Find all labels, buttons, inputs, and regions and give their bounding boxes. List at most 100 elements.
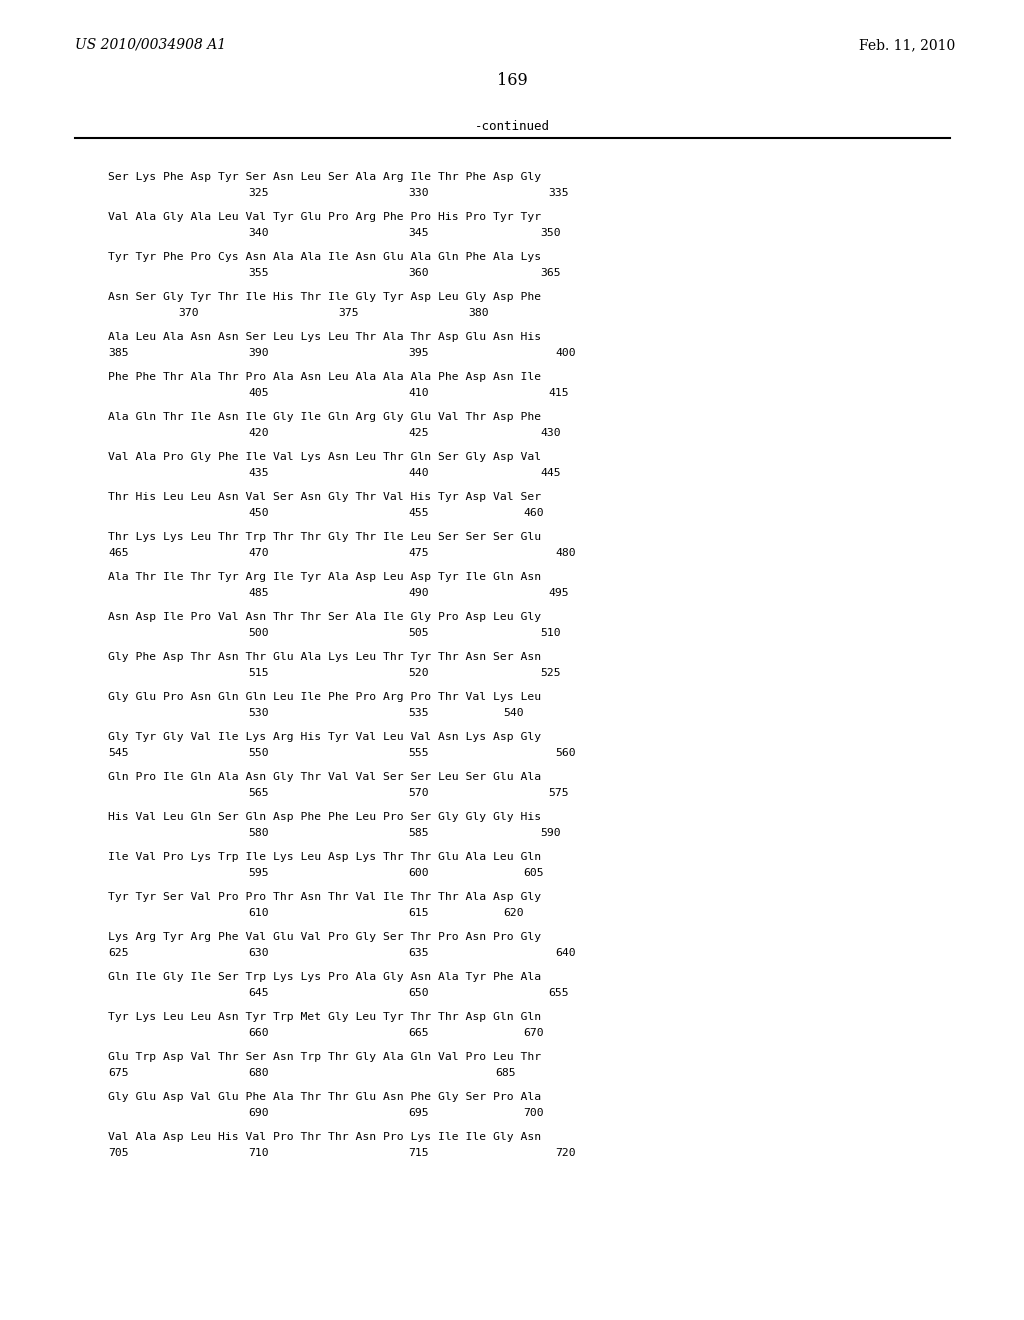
Text: 585: 585 — [408, 828, 429, 838]
Text: 345: 345 — [408, 228, 429, 238]
Text: 425: 425 — [408, 428, 429, 438]
Text: Gln Ile Gly Ile Ser Trp Lys Lys Pro Ala Gly Asn Ala Tyr Phe Ala: Gln Ile Gly Ile Ser Trp Lys Lys Pro Ala … — [108, 972, 541, 982]
Text: 505: 505 — [408, 628, 429, 638]
Text: Tyr Tyr Ser Val Pro Pro Thr Asn Thr Val Ile Thr Thr Ala Asp Gly: Tyr Tyr Ser Val Pro Pro Thr Asn Thr Val … — [108, 892, 541, 902]
Text: 545: 545 — [108, 748, 129, 758]
Text: Ala Leu Ala Asn Asn Ser Leu Lys Leu Thr Ala Thr Asp Glu Asn His: Ala Leu Ala Asn Asn Ser Leu Lys Leu Thr … — [108, 333, 541, 342]
Text: 455: 455 — [408, 508, 429, 517]
Text: 700: 700 — [523, 1107, 544, 1118]
Text: 660: 660 — [248, 1028, 268, 1038]
Text: Thr Lys Lys Leu Thr Trp Thr Thr Gly Thr Ile Leu Ser Ser Ser Glu: Thr Lys Lys Leu Thr Trp Thr Thr Gly Thr … — [108, 532, 541, 543]
Text: Thr His Leu Leu Asn Val Ser Asn Gly Thr Val His Tyr Asp Val Ser: Thr His Leu Leu Asn Val Ser Asn Gly Thr … — [108, 492, 541, 502]
Text: 640: 640 — [555, 948, 575, 958]
Text: 460: 460 — [523, 508, 544, 517]
Text: 630: 630 — [248, 948, 268, 958]
Text: 420: 420 — [248, 428, 268, 438]
Text: 355: 355 — [248, 268, 268, 279]
Text: Ala Thr Ile Thr Tyr Arg Ile Tyr Ala Asp Leu Asp Tyr Ile Gln Asn: Ala Thr Ile Thr Tyr Arg Ile Tyr Ala Asp … — [108, 572, 541, 582]
Text: 385: 385 — [108, 348, 129, 358]
Text: 445: 445 — [540, 469, 560, 478]
Text: 360: 360 — [408, 268, 429, 279]
Text: 335: 335 — [548, 187, 568, 198]
Text: US 2010/0034908 A1: US 2010/0034908 A1 — [75, 38, 226, 51]
Text: 675: 675 — [108, 1068, 129, 1078]
Text: -continued: -continued — [474, 120, 550, 133]
Text: Val Ala Gly Ala Leu Val Tyr Glu Pro Arg Phe Pro His Pro Tyr Tyr: Val Ala Gly Ala Leu Val Tyr Glu Pro Arg … — [108, 213, 541, 222]
Text: Ala Gln Thr Ile Asn Ile Gly Ile Gln Arg Gly Glu Val Thr Asp Phe: Ala Gln Thr Ile Asn Ile Gly Ile Gln Arg … — [108, 412, 541, 422]
Text: 600: 600 — [408, 869, 429, 878]
Text: 485: 485 — [248, 587, 268, 598]
Text: 515: 515 — [248, 668, 268, 678]
Text: Asn Ser Gly Tyr Thr Ile His Thr Ile Gly Tyr Asp Leu Gly Asp Phe: Asn Ser Gly Tyr Thr Ile His Thr Ile Gly … — [108, 292, 541, 302]
Text: 395: 395 — [408, 348, 429, 358]
Text: 435: 435 — [248, 469, 268, 478]
Text: 325: 325 — [248, 187, 268, 198]
Text: 705: 705 — [108, 1148, 129, 1158]
Text: 570: 570 — [408, 788, 429, 799]
Text: 350: 350 — [540, 228, 560, 238]
Text: 440: 440 — [408, 469, 429, 478]
Text: 670: 670 — [523, 1028, 544, 1038]
Text: 430: 430 — [540, 428, 560, 438]
Text: 535: 535 — [408, 708, 429, 718]
Text: 685: 685 — [495, 1068, 516, 1078]
Text: 400: 400 — [555, 348, 575, 358]
Text: Glu Trp Asp Val Thr Ser Asn Trp Thr Gly Ala Gln Val Pro Leu Thr: Glu Trp Asp Val Thr Ser Asn Trp Thr Gly … — [108, 1052, 541, 1063]
Text: 595: 595 — [248, 869, 268, 878]
Text: 645: 645 — [248, 987, 268, 998]
Text: 169: 169 — [497, 73, 527, 88]
Text: 475: 475 — [408, 548, 429, 558]
Text: Val Ala Pro Gly Phe Ile Val Lys Asn Leu Thr Gln Ser Gly Asp Val: Val Ala Pro Gly Phe Ile Val Lys Asn Leu … — [108, 451, 541, 462]
Text: 615: 615 — [408, 908, 429, 917]
Text: 610: 610 — [248, 908, 268, 917]
Text: 330: 330 — [408, 187, 429, 198]
Text: Gln Pro Ile Gln Ala Asn Gly Thr Val Val Ser Ser Leu Ser Glu Ala: Gln Pro Ile Gln Ala Asn Gly Thr Val Val … — [108, 772, 541, 781]
Text: 380: 380 — [468, 308, 488, 318]
Text: Ile Val Pro Lys Trp Ile Lys Leu Asp Lys Thr Thr Glu Ala Leu Gln: Ile Val Pro Lys Trp Ile Lys Leu Asp Lys … — [108, 851, 541, 862]
Text: 690: 690 — [248, 1107, 268, 1118]
Text: 680: 680 — [248, 1068, 268, 1078]
Text: Asn Asp Ile Pro Val Asn Thr Thr Ser Ala Ile Gly Pro Asp Leu Gly: Asn Asp Ile Pro Val Asn Thr Thr Ser Ala … — [108, 612, 541, 622]
Text: 370: 370 — [178, 308, 199, 318]
Text: Feb. 11, 2010: Feb. 11, 2010 — [859, 38, 955, 51]
Text: 480: 480 — [555, 548, 575, 558]
Text: 530: 530 — [248, 708, 268, 718]
Text: 500: 500 — [248, 628, 268, 638]
Text: 375: 375 — [338, 308, 358, 318]
Text: 555: 555 — [408, 748, 429, 758]
Text: 520: 520 — [408, 668, 429, 678]
Text: Tyr Tyr Phe Pro Cys Asn Ala Ala Ile Asn Glu Ala Gln Phe Ala Lys: Tyr Tyr Phe Pro Cys Asn Ala Ala Ile Asn … — [108, 252, 541, 261]
Text: 340: 340 — [248, 228, 268, 238]
Text: 665: 665 — [408, 1028, 429, 1038]
Text: 635: 635 — [408, 948, 429, 958]
Text: 495: 495 — [548, 587, 568, 598]
Text: 575: 575 — [548, 788, 568, 799]
Text: 655: 655 — [548, 987, 568, 998]
Text: Ser Lys Phe Asp Tyr Ser Asn Leu Ser Ala Arg Ile Thr Phe Asp Gly: Ser Lys Phe Asp Tyr Ser Asn Leu Ser Ala … — [108, 172, 541, 182]
Text: Gly Phe Asp Thr Asn Thr Glu Ala Lys Leu Thr Tyr Thr Asn Ser Asn: Gly Phe Asp Thr Asn Thr Glu Ala Lys Leu … — [108, 652, 541, 663]
Text: 695: 695 — [408, 1107, 429, 1118]
Text: 710: 710 — [248, 1148, 268, 1158]
Text: Gly Glu Pro Asn Gln Gln Leu Ile Phe Pro Arg Pro Thr Val Lys Leu: Gly Glu Pro Asn Gln Gln Leu Ile Phe Pro … — [108, 692, 541, 702]
Text: Phe Phe Thr Ala Thr Pro Ala Asn Leu Ala Ala Ala Phe Asp Asn Ile: Phe Phe Thr Ala Thr Pro Ala Asn Leu Ala … — [108, 372, 541, 381]
Text: 620: 620 — [503, 908, 523, 917]
Text: 450: 450 — [248, 508, 268, 517]
Text: 625: 625 — [108, 948, 129, 958]
Text: Gly Tyr Gly Val Ile Lys Arg His Tyr Val Leu Val Asn Lys Asp Gly: Gly Tyr Gly Val Ile Lys Arg His Tyr Val … — [108, 733, 541, 742]
Text: Val Ala Asp Leu His Val Pro Thr Thr Asn Pro Lys Ile Ile Gly Asn: Val Ala Asp Leu His Val Pro Thr Thr Asn … — [108, 1133, 541, 1142]
Text: 510: 510 — [540, 628, 560, 638]
Text: His Val Leu Gln Ser Gln Asp Phe Phe Leu Pro Ser Gly Gly Gly His: His Val Leu Gln Ser Gln Asp Phe Phe Leu … — [108, 812, 541, 822]
Text: 590: 590 — [540, 828, 560, 838]
Text: 650: 650 — [408, 987, 429, 998]
Text: 405: 405 — [248, 388, 268, 399]
Text: 415: 415 — [548, 388, 568, 399]
Text: Tyr Lys Leu Leu Asn Tyr Trp Met Gly Leu Tyr Thr Thr Asp Gln Gln: Tyr Lys Leu Leu Asn Tyr Trp Met Gly Leu … — [108, 1012, 541, 1022]
Text: 465: 465 — [108, 548, 129, 558]
Text: 410: 410 — [408, 388, 429, 399]
Text: 540: 540 — [503, 708, 523, 718]
Text: 560: 560 — [555, 748, 575, 758]
Text: 490: 490 — [408, 587, 429, 598]
Text: 525: 525 — [540, 668, 560, 678]
Text: 580: 580 — [248, 828, 268, 838]
Text: Gly Glu Asp Val Glu Phe Ala Thr Thr Glu Asn Phe Gly Ser Pro Ala: Gly Glu Asp Val Glu Phe Ala Thr Thr Glu … — [108, 1092, 541, 1102]
